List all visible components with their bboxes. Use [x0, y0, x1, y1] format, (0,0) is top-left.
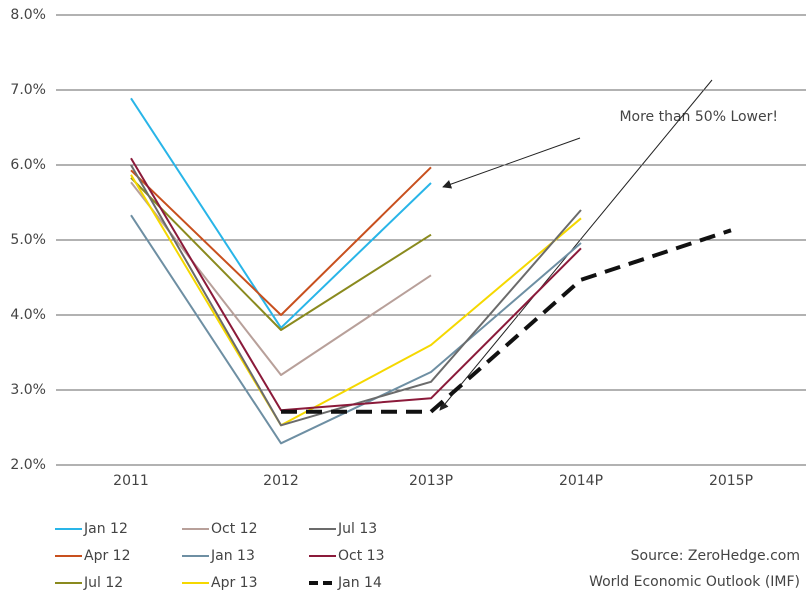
series-line [130, 97, 432, 329]
legend-label: Apr 12 [84, 548, 130, 564]
y-tick-label: 2.0% [10, 457, 46, 473]
legend-label: Apr 13 [211, 575, 257, 591]
annotation-arrow [439, 79, 713, 411]
x-tick-label: 2015P [709, 473, 753, 489]
series-line [130, 157, 582, 412]
y-tick-label: 7.0% [10, 82, 46, 98]
series-line [130, 177, 432, 331]
x-tick-label: 2013P [409, 473, 453, 489]
y-tick-label: 4.0% [10, 307, 46, 323]
legend-label: Jan 12 [83, 521, 128, 537]
y-tick-label: 3.0% [10, 382, 46, 398]
x-tick-label: 2014P [559, 473, 603, 489]
x-tick-label: 2012 [263, 473, 299, 489]
series-line [281, 228, 732, 414]
source: Source: ZeroHedge.com [631, 548, 800, 564]
legend-label: Jul 13 [337, 521, 377, 537]
series-line [130, 166, 432, 316]
legend-label: Jul 12 [83, 575, 123, 591]
legend-label: Jan 13 [210, 548, 255, 564]
x-tick-label: 2011 [113, 473, 149, 489]
legend-label: Oct 12 [211, 521, 257, 537]
y-tick-label: 6.0% [10, 157, 46, 173]
series-line [130, 214, 582, 445]
annotation-arrow [442, 137, 581, 189]
series-line [130, 174, 582, 427]
source: World Economic Outlook (IMF) [589, 574, 800, 590]
legend-label: Jan 14 [337, 575, 382, 591]
series-line [130, 181, 432, 376]
annotation: More than 50% Lower! [619, 109, 778, 125]
legend-label: Oct 13 [338, 548, 384, 564]
y-tick-label: 8.0% [10, 7, 46, 23]
y-tick-label: 5.0% [10, 232, 46, 248]
